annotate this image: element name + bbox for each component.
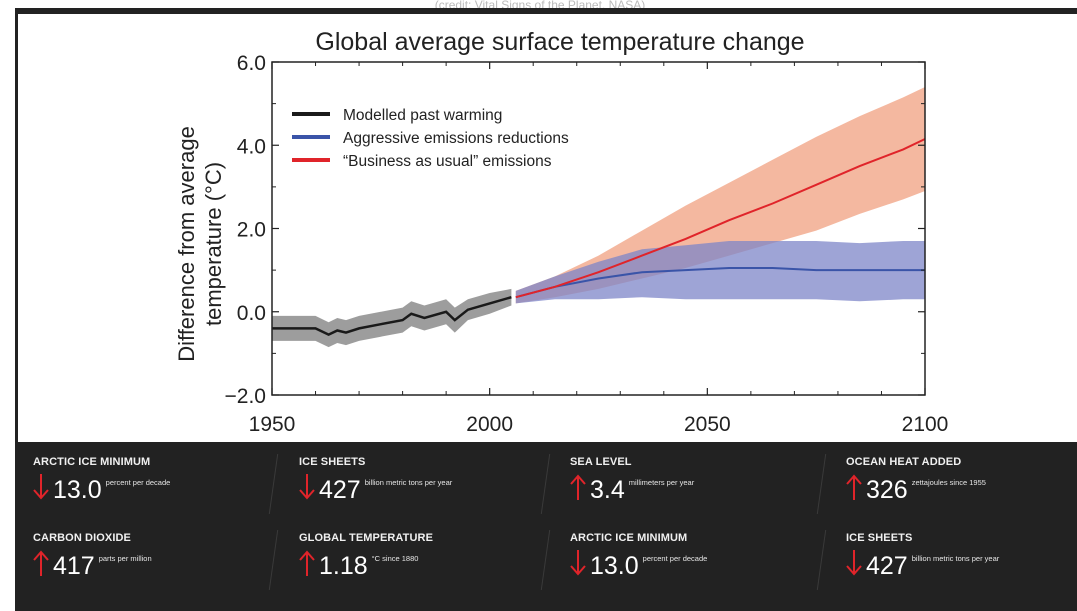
- stats-panel: ARCTIC ICE MINIMUM 13.0 percent per decade…: [15, 442, 1077, 611]
- stat-label: OCEAN HEAT ADDED: [846, 456, 962, 468]
- legend-label: “Business as usual” emissions: [343, 153, 552, 170]
- stat-ocean-heat-added: OCEAN HEAT ADDED 326 zettajoules since 195…: [828, 442, 1077, 518]
- arrow-up-icon: [299, 550, 315, 576]
- band-past: [272, 288, 512, 348]
- chart-title: Global average surface temperature chang…: [315, 28, 804, 56]
- stat-ice-sheets: ICE SHEETS 427 billion metric tons per yea…: [828, 518, 1077, 594]
- band-aggressive: [515, 241, 925, 304]
- chart-panel: Global average surface temperature chang…: [18, 14, 1077, 442]
- stat-ice-sheets: ICE SHEETS 427 billion metric tons per yea…: [281, 442, 541, 518]
- legend-label: Modelled past warming: [343, 107, 502, 124]
- stat-unit: percent per decade: [105, 478, 171, 487]
- stat-arctic-ice-minimum: ARCTIC ICE MINIMUM 13.0 percent per decade: [552, 518, 812, 594]
- y-tick-label: 2.0: [237, 219, 266, 242]
- y-tick-label: 0.0: [237, 302, 266, 325]
- y-tick-label: 6.0: [237, 52, 266, 75]
- stat-arctic-ice-minimum: ARCTIC ICE MINIMUM 13.0 percent per decade: [15, 442, 275, 518]
- top-caption: (credit: Vital Signs of the Planet, NASA…: [434, 0, 646, 10]
- y-axis-label-line2: temperature (°C): [201, 162, 226, 326]
- stat-label: GLOBAL TEMPERATURE: [299, 532, 434, 544]
- stat-value: 326: [866, 476, 908, 504]
- stat-unit: millimeters per year: [628, 478, 695, 487]
- arrow-up-icon: [846, 474, 862, 500]
- stat-unit: percent per decade: [642, 554, 708, 563]
- y-tick-label: 4.0: [237, 135, 266, 158]
- x-tick-label: 2000: [466, 413, 513, 436]
- legend-label: Aggressive emissions reductions: [343, 130, 569, 147]
- y-tick-label: −2.0: [225, 385, 266, 408]
- stat-divider: [540, 530, 551, 590]
- legend: Modelled past warming Aggressive emission…: [292, 107, 569, 170]
- stat-label: CARBON DIOXIDE: [33, 532, 131, 544]
- arrow-up-icon: [33, 550, 49, 576]
- stat-unit: zettajoules since 1955: [911, 478, 986, 487]
- stat-divider: [540, 454, 551, 514]
- stat-value: 427: [319, 476, 361, 504]
- stat-value: 427: [866, 552, 908, 580]
- arrow-up-icon: [570, 474, 586, 500]
- y-axis-label-line1: Difference from average: [174, 126, 199, 362]
- stat-label: ICE SHEETS: [299, 456, 366, 468]
- stat-divider: [816, 454, 827, 514]
- y-axis-label: Difference from average temperature (°C): [174, 126, 226, 362]
- stat-value: 417: [53, 552, 95, 580]
- stat-unit: °C since 1880: [371, 554, 419, 563]
- stat-divider: [816, 530, 827, 590]
- stat-value: 1.18: [319, 552, 368, 580]
- stat-unit: billion metric tons per year: [911, 554, 1000, 563]
- stat-global-temperature: GLOBAL TEMPERATURE 1.18 °C since 1880: [281, 518, 541, 594]
- stat-unit: parts per million: [98, 554, 152, 563]
- stat-value: 3.4: [590, 476, 625, 504]
- stat-label: ARCTIC ICE MINIMUM: [570, 532, 688, 544]
- stat-label: ICE SHEETS: [846, 532, 913, 544]
- series-line-past: [272, 295, 512, 336]
- x-tick-label: 2050: [684, 413, 731, 436]
- stat-label: SEA LEVEL: [570, 456, 632, 468]
- arrow-down-icon: [570, 550, 586, 576]
- stat-value: 13.0: [53, 476, 102, 504]
- series-line-business-as-usual: [515, 138, 926, 299]
- stat-unit: billion metric tons per year: [364, 478, 453, 487]
- x-tick-label: 1950: [249, 413, 296, 436]
- arrow-down-icon: [299, 474, 315, 500]
- stat-label: ARCTIC ICE MINIMUM: [33, 456, 151, 468]
- stat-value: 13.0: [590, 552, 639, 580]
- x-tick-label: 2100: [902, 413, 949, 436]
- band-business-as-usual: [515, 87, 925, 304]
- stat-sea-level: SEA LEVEL 3.4 millimeters per year: [552, 442, 812, 518]
- temperature-chart: Global average surface temperature chang…: [174, 28, 949, 436]
- arrow-down-icon: [33, 474, 49, 500]
- stat-carbon-dioxide: CARBON DIOXIDE 417 parts per million: [15, 518, 275, 594]
- arrow-down-icon: [846, 550, 862, 576]
- series-line-aggressive: [515, 267, 925, 299]
